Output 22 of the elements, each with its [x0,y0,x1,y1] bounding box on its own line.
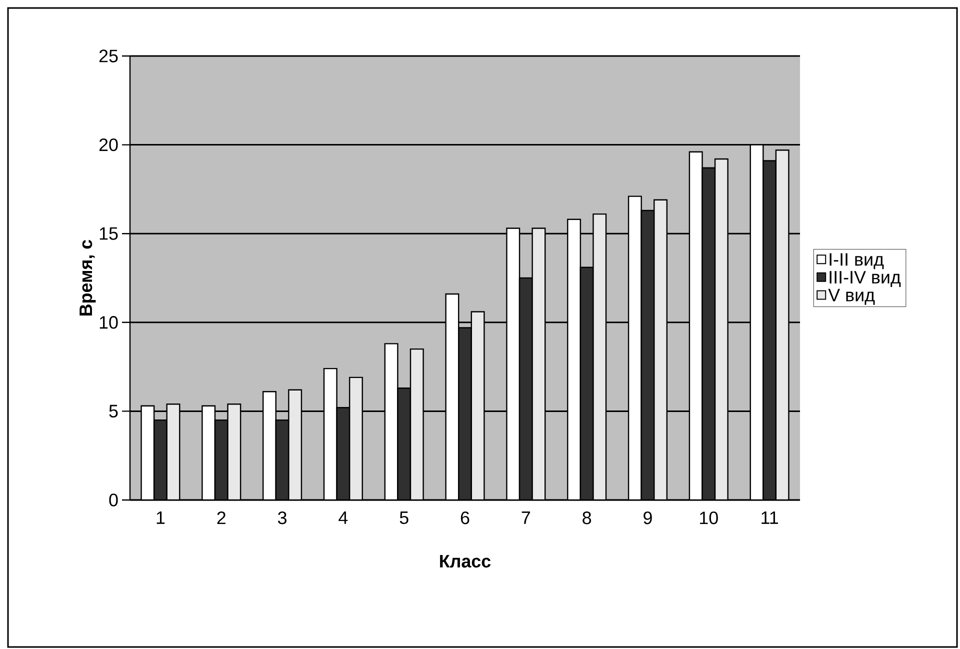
legend-label: V вид [828,288,875,305]
x-tick-label: 6 [460,512,470,524]
x-tick-label: 4 [338,512,348,524]
y-tick-label: 15 [100,227,118,240]
y-tick-label: 0 [109,494,118,506]
y-tick-label: 20 [99,138,118,152]
x-tick-label: 8 [582,512,592,524]
y-axis-title: Время, с [80,240,96,316]
x-tick-label: 7 [522,512,530,524]
x-tick-label: 3 [278,512,286,524]
x-tick-label: 9 [644,512,652,524]
legend-label: III-IV вид [830,271,901,287]
y-tick-label: 25 [99,50,118,62]
x-tick-label: 5 [400,512,408,524]
x-tick-label: 10 [700,512,718,524]
x-tick-label: 11 [762,512,778,524]
x-tick-label: 2 [217,512,226,524]
legend-label: I-II вид [830,253,884,270]
x-axis-title: Класс [440,555,491,568]
y-tick-label: 10 [100,316,118,329]
y-tick-label: 5 [109,404,118,418]
x-tick-label: 1 [156,512,165,524]
